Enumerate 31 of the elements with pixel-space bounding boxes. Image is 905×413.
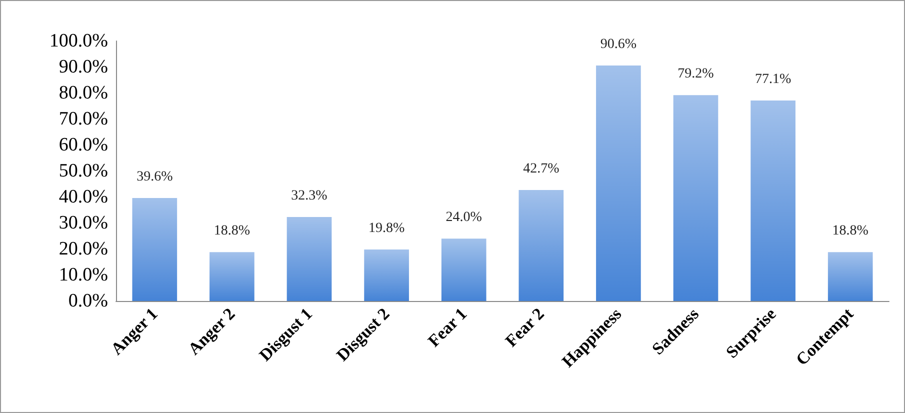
data-label: 79.2% [678,66,714,82]
y-tick-label: 10.0% [58,264,108,286]
y-tick-label: 50.0% [58,160,108,182]
y-tick-label: 0.0% [68,290,108,312]
data-label: 19.8% [368,221,405,236]
bar [750,100,796,301]
data-label: 90.6% [600,36,637,52]
y-tick-label: 100.0% [49,30,108,52]
y-tick-label: 80.0% [58,82,108,104]
bar [364,250,409,301]
y-tick-label: 40.0% [58,186,108,208]
y-tick-label: 20.0% [58,238,108,260]
bar [673,95,718,301]
y-tick-label: 30.0% [58,212,108,234]
data-label: 77.1% [754,72,792,88]
bar [596,65,641,301]
bar [210,252,254,301]
bar [132,198,178,301]
bar [286,217,332,301]
bar [518,190,564,301]
data-label: 42.7% [523,161,560,176]
y-tick-label: 60.0% [58,134,108,156]
data-label: 18.8% [214,224,250,239]
data-label: 24.0% [446,210,482,226]
bar [441,238,486,301]
y-tick-label: 90.0% [58,56,108,78]
y-tick-label: 70.0% [58,108,108,130]
data-label: 18.8% [832,224,869,239]
data-label: 32.3% [291,188,328,204]
data-label: 39.6% [136,170,174,185]
bar [828,252,873,301]
